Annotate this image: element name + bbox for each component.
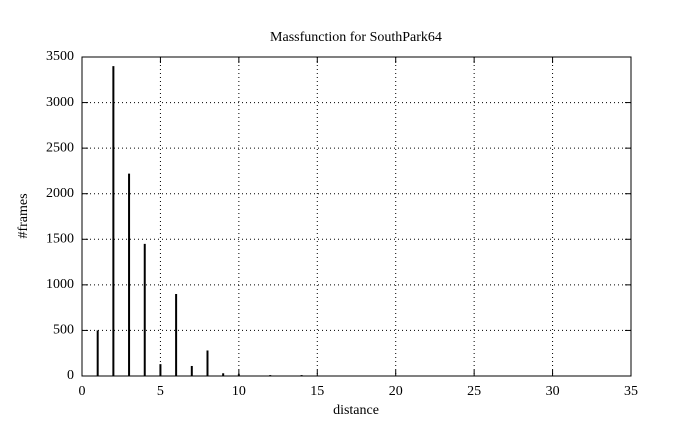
y-tick-label: 0 <box>67 368 74 383</box>
plot-frame <box>81 56 632 377</box>
y-tick-label: 2000 <box>46 186 74 201</box>
x-tick-label: 30 <box>546 384 560 399</box>
y-tick-label: 1500 <box>46 232 74 247</box>
x-tick-label: 5 <box>157 384 164 399</box>
x-tick-label: 0 <box>79 384 86 399</box>
x-tick-label: 20 <box>389 384 403 399</box>
y-tick-label: 3500 <box>46 49 74 64</box>
x-axis-label: distance <box>333 403 379 418</box>
chart-title: Massfunction for SouthPark64 <box>270 30 442 45</box>
y-tick-label: 2500 <box>46 140 74 155</box>
y-tick-label: 500 <box>53 323 74 338</box>
x-tick-label: 35 <box>624 384 638 399</box>
y-axis-label: #frames <box>16 193 31 238</box>
y-tick-label: 1000 <box>46 277 74 292</box>
x-tick-label: 10 <box>232 384 246 399</box>
x-tick-label: 25 <box>467 384 481 399</box>
x-tick-label: 15 <box>310 384 324 399</box>
y-tick-label: 3000 <box>46 95 74 110</box>
